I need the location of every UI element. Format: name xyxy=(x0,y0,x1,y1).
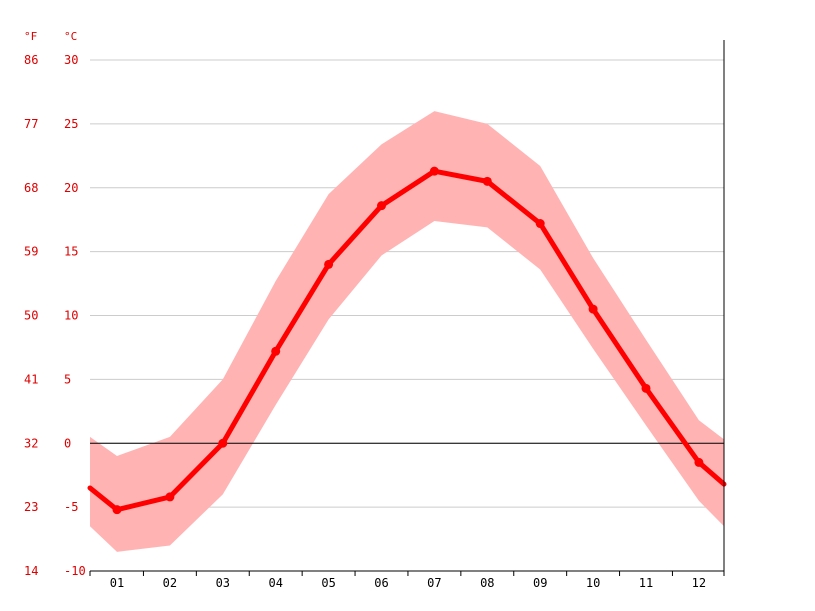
fahrenheit-tick-label: 86 xyxy=(24,53,38,67)
month-label-04: 04 xyxy=(268,576,282,590)
mean-temperature-line xyxy=(87,166,727,515)
fahrenheit-unit-label: °F xyxy=(24,30,37,43)
celsius-tick-label: 5 xyxy=(64,372,71,386)
data-point-12 xyxy=(694,457,704,467)
data-point-07 xyxy=(429,166,439,176)
fahrenheit-tick-label: 32 xyxy=(24,436,38,450)
celsius-tick-label: 0 xyxy=(64,436,71,450)
axes xyxy=(89,40,725,576)
month-label-09: 09 xyxy=(533,576,547,590)
data-point-03 xyxy=(218,438,228,448)
month-label-03: 03 xyxy=(216,576,230,590)
month-label-07: 07 xyxy=(427,576,441,590)
fahrenheit-tick-label: 77 xyxy=(24,117,38,131)
temperature-range-band xyxy=(90,111,724,552)
fahrenheit-tick-label: 14 xyxy=(24,564,38,578)
data-point-04 xyxy=(271,346,281,356)
data-point-06 xyxy=(377,201,386,211)
month-label-11: 11 xyxy=(639,576,653,590)
fahrenheit-tick-label: 41 xyxy=(24,372,38,386)
month-label-06: 06 xyxy=(374,576,388,590)
month-label-02: 02 xyxy=(163,576,177,590)
data-point-10 xyxy=(588,304,598,314)
fahrenheit-tick-label: 50 xyxy=(24,309,38,323)
data-point-09 xyxy=(535,219,545,229)
celsius-tick-label: 30 xyxy=(64,53,78,67)
data-point-05 xyxy=(324,259,334,269)
celsius-tick-label: 20 xyxy=(64,181,78,195)
fahrenheit-tick-label: 23 xyxy=(24,500,38,514)
celsius-tick-label: 15 xyxy=(64,245,78,259)
month-label-01: 01 xyxy=(110,576,124,590)
celsius-tick-label: -5 xyxy=(64,500,78,514)
month-label-05: 05 xyxy=(321,576,335,590)
celsius-tick-label: 25 xyxy=(64,117,78,131)
data-point-01 xyxy=(112,505,122,515)
data-point-08 xyxy=(482,176,492,186)
data-point-02 xyxy=(165,492,175,502)
month-label-12: 12 xyxy=(692,576,706,590)
range-band-area xyxy=(90,111,724,552)
fahrenheit-tick-label: 68 xyxy=(24,181,38,195)
mean-line-path xyxy=(87,168,727,513)
data-point-11 xyxy=(641,383,651,393)
fahrenheit-tick-label: 59 xyxy=(24,245,38,259)
axis-labels: °F °C 86 30 77 25 68 20 59 15 50 10 41 5 32 0 23 -5 14 -1… xyxy=(24,30,706,590)
celsius-tick-label: 10 xyxy=(64,309,78,323)
month-label-10: 10 xyxy=(586,576,600,590)
celsius-tick-label: -10 xyxy=(64,564,86,578)
celsius-unit-label: °C xyxy=(64,30,77,43)
month-label-08: 08 xyxy=(480,576,494,590)
